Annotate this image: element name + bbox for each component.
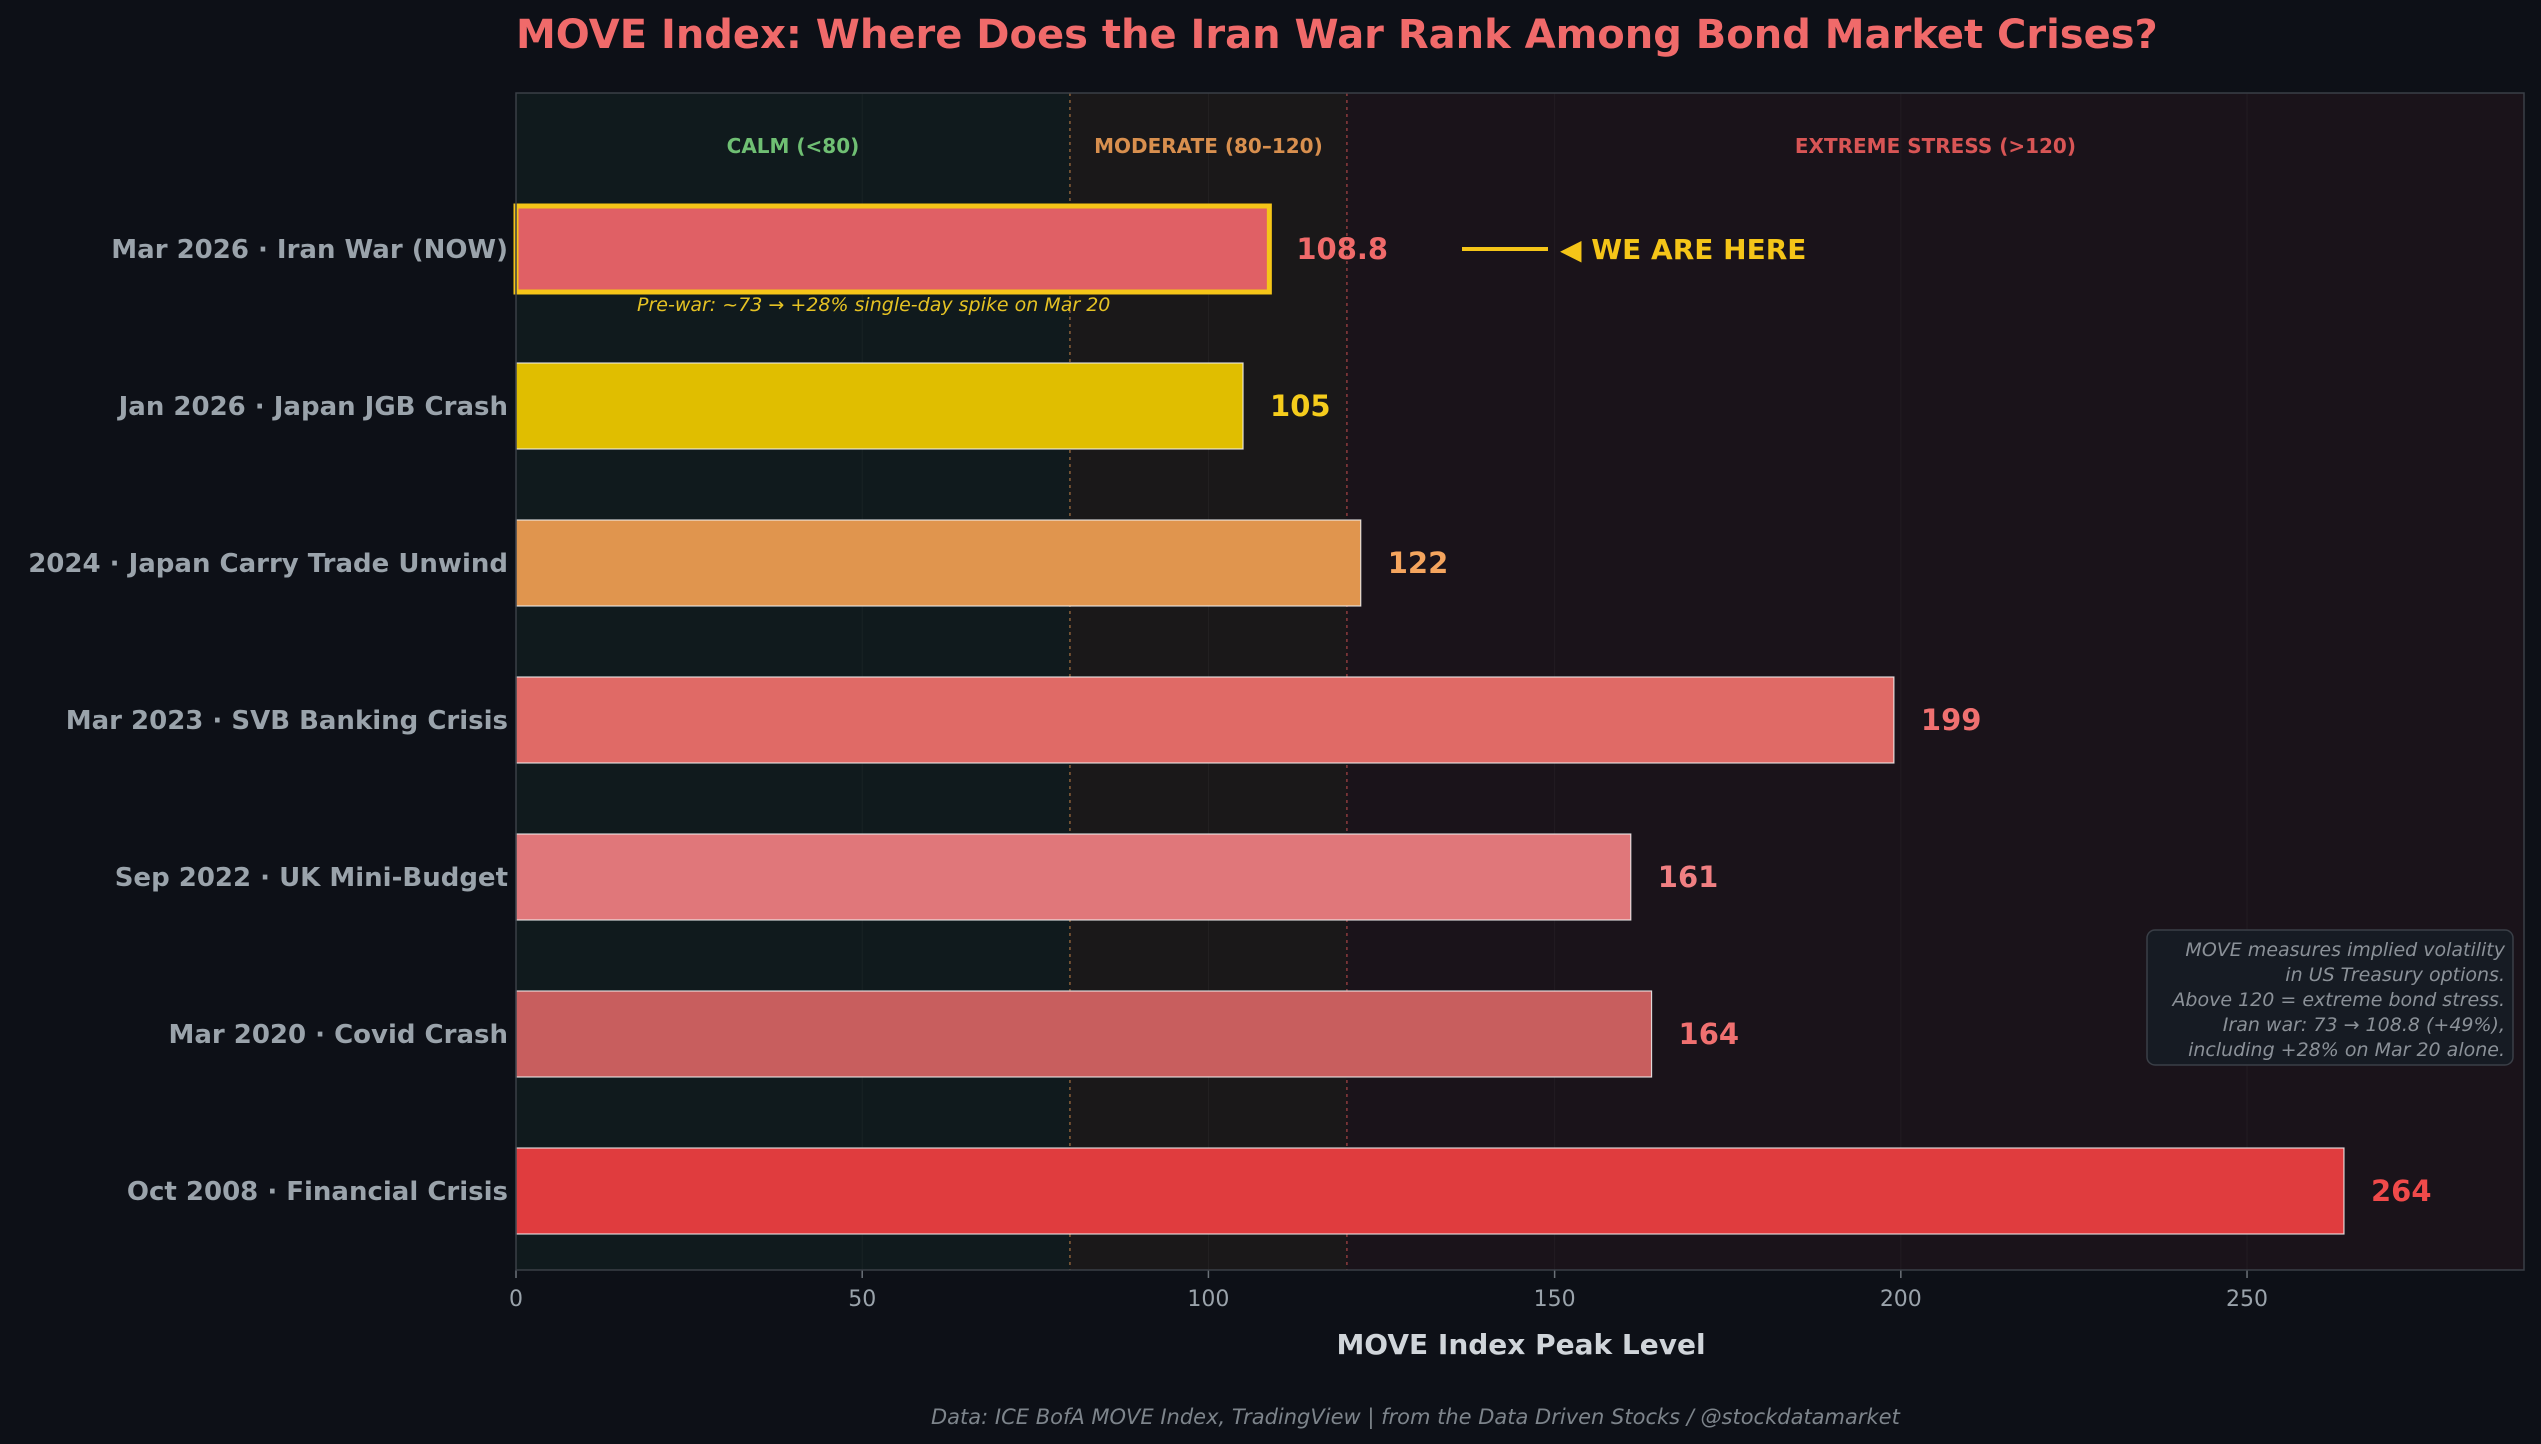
zone-label: CALM (<80) bbox=[727, 134, 860, 158]
info-box: MOVE measures implied volatility in US T… bbox=[2146, 929, 2514, 1066]
tick-label: 50 bbox=[848, 1287, 876, 1312]
x-axis-label: MOVE Index Peak Level bbox=[1336, 1328, 1705, 1361]
info-box-line: MOVE measures implied volatility bbox=[2185, 939, 2505, 961]
bar-value-label: 122 bbox=[1388, 546, 1449, 580]
prewar-note: Pre-war: ~73 → +28% single-day spike on … bbox=[637, 294, 1110, 316]
bar-value-label: 161 bbox=[1658, 860, 1719, 894]
bar bbox=[513, 203, 1272, 295]
category-label: Mar 2020 · Covid Crash bbox=[168, 1020, 508, 1050]
tick-label: 200 bbox=[1880, 1287, 1922, 1312]
plot-border bbox=[515, 92, 2525, 1271]
category-label: Sep 2022 · UK Mini-Budget bbox=[115, 863, 508, 893]
tick-label: 150 bbox=[1534, 1287, 1576, 1312]
info-box-line: Above 120 = extreme bond stress. bbox=[2170, 989, 2505, 1011]
info-box-line: Iran war: 73 → 108.8 (+49%), bbox=[2223, 1014, 2505, 1036]
tick-label: 100 bbox=[1187, 1287, 1229, 1312]
bar bbox=[515, 676, 1895, 764]
annotations: ◀ WE ARE HERE Pre-war: ~73 → +28% single… bbox=[637, 233, 2514, 1066]
bars bbox=[513, 203, 2345, 1235]
x-axis-ticks: 0 50 100 150 200 250 bbox=[509, 1270, 2268, 1312]
category-labels: Mar 2026 · Iran War (NOW) Jan 2026 · Japa… bbox=[28, 235, 508, 1207]
category-label: Mar 2026 · Iran War (NOW) bbox=[111, 235, 508, 265]
category-label: 2024 · Japan Carry Trade Unwind bbox=[28, 549, 508, 579]
info-box-line: in US Treasury options. bbox=[2285, 964, 2505, 986]
category-label: Oct 2008 · Financial Crisis bbox=[127, 1177, 508, 1207]
bar bbox=[515, 362, 1244, 450]
bar bbox=[515, 833, 1632, 921]
bar-value-label: 199 bbox=[1921, 703, 1982, 737]
category-label: Mar 2023 · SVB Banking Crisis bbox=[66, 706, 508, 736]
bar-value-label: 108.8 bbox=[1296, 232, 1388, 266]
zone-label: MODERATE (80–120) bbox=[1094, 134, 1323, 158]
we-are-here-label: ◀ WE ARE HERE bbox=[1560, 233, 1806, 266]
info-box-line: including +28% on Mar 20 alone. bbox=[2188, 1039, 2505, 1061]
info-box-background bbox=[2146, 929, 2514, 1066]
bar-value-label: 264 bbox=[2371, 1174, 2432, 1208]
tick-label: 250 bbox=[2226, 1287, 2268, 1312]
value-labels: 108.8 105 122 199 161 164 264 bbox=[1270, 232, 2431, 1208]
bar bbox=[515, 1147, 2345, 1235]
bar bbox=[515, 990, 1653, 1078]
bar bbox=[515, 519, 1362, 607]
footer-source: Data: ICE BofA MOVE Index, TradingView |… bbox=[931, 1405, 1901, 1430]
bar-value-label: 164 bbox=[1679, 1017, 1740, 1051]
bar-value-label: 105 bbox=[1270, 389, 1331, 423]
tick-label: 0 bbox=[509, 1287, 523, 1312]
category-label: Jan 2026 · Japan JGB Crash bbox=[117, 392, 508, 422]
zone-label: EXTREME STRESS (>120) bbox=[1795, 134, 2076, 158]
chart-title: MOVE Index: Where Does the Iran War Rank… bbox=[516, 12, 2158, 58]
